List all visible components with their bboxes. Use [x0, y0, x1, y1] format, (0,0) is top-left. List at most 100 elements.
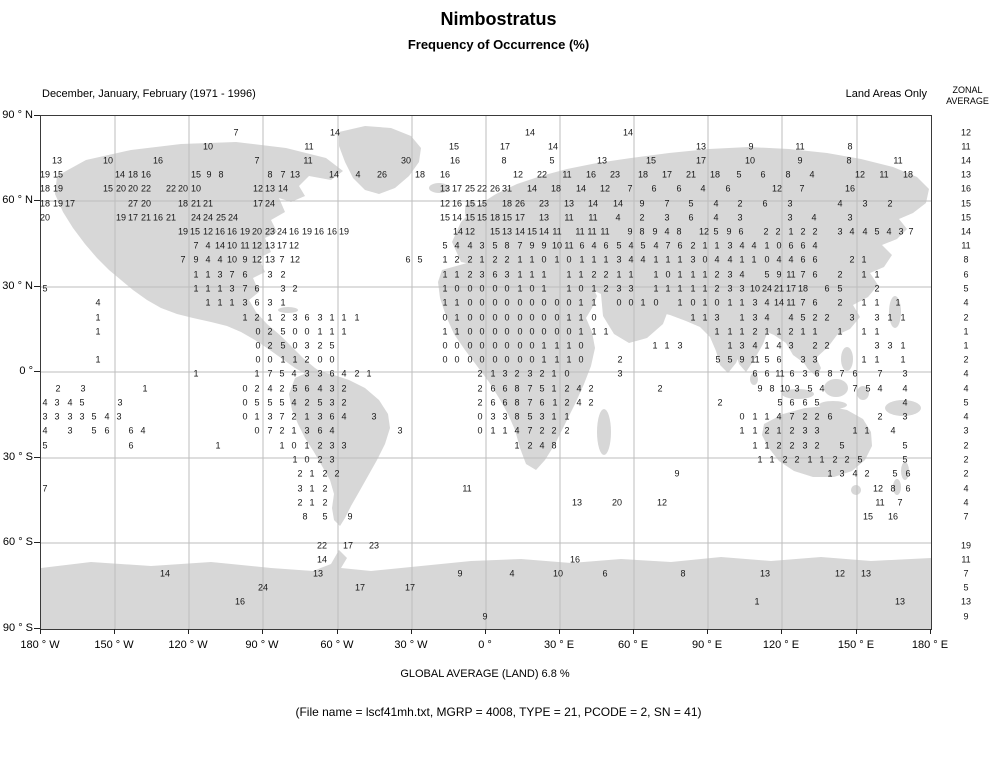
lat-tick	[34, 371, 40, 372]
lon-label: 120 ° E	[762, 639, 800, 651]
zonal-average-value: 4	[963, 368, 969, 379]
lat-label: 60 ° N	[2, 194, 33, 206]
lon-label: 0 °	[478, 639, 492, 651]
landmass-philippines	[841, 347, 853, 371]
lat-label: 90 ° S	[2, 622, 33, 634]
lon-tick	[411, 629, 412, 634]
lon-tick	[856, 629, 857, 634]
zonal-average-value: 8	[963, 254, 969, 265]
zonal-average-value: 3	[963, 425, 969, 436]
zonal-average-value: 7	[963, 568, 969, 579]
zonal-average-value: 4	[963, 297, 969, 308]
zonal-average-value: 9	[963, 611, 969, 622]
lon-tick	[262, 629, 263, 634]
lat-tick	[34, 286, 40, 287]
zonal-average-value: 4	[963, 383, 969, 394]
landmass-arabia	[601, 288, 669, 343]
lon-label: 30 ° E	[543, 639, 575, 651]
landmass-sumatra	[782, 389, 814, 399]
landmass-madagascar	[597, 409, 611, 455]
lon-label: 180 ° W	[20, 639, 60, 651]
global-average-label: GLOBAL AVERAGE (LAND) 6.8 %	[400, 668, 570, 680]
zonal-average-value: 16	[960, 183, 972, 194]
zonal-average-header-line2: AVERAGE	[946, 96, 989, 107]
landmass-indochina	[793, 335, 821, 377]
zonal-average-value: 5	[963, 582, 969, 593]
lon-label: 180 ° E	[911, 639, 949, 651]
page-subtitle: Frequency of Occurrence (%)	[407, 37, 590, 52]
period-label: December, January, February (1971 - 1996…	[42, 88, 256, 100]
zonal-average-value: 13	[960, 596, 972, 607]
lon-tick	[114, 629, 115, 634]
zonal-average-value: 2	[963, 454, 969, 465]
coverage-label: Land Areas Only	[845, 88, 927, 100]
zonal-average-value: 5	[963, 397, 969, 408]
landmass-greenland	[339, 126, 421, 194]
lon-tick	[633, 629, 634, 634]
zonal-average-value: 14	[960, 155, 972, 166]
landmass-south-america	[289, 370, 390, 526]
lon-label: 30 ° W	[394, 639, 428, 651]
lon-tick	[337, 629, 338, 634]
zonal-average-value: 4	[963, 497, 969, 508]
lon-label: 60 ° W	[320, 639, 354, 651]
zonal-average-value: 12	[960, 127, 972, 138]
zonal-average-value: 13	[960, 169, 972, 180]
zonal-average-header-line1: ZONAL	[952, 85, 983, 95]
landmass-new-guinea	[885, 400, 921, 416]
zonal-average-value: 2	[963, 312, 969, 323]
lon-tick	[40, 629, 41, 634]
landmass-new-zealand-south	[893, 479, 901, 495]
zonal-average-value: 4	[963, 483, 969, 494]
zonal-average-value: 11	[961, 240, 971, 251]
graticule-layer	[41, 116, 931, 629]
landmass-eurasia	[452, 147, 929, 373]
lon-label: 90 ° E	[691, 639, 723, 651]
lat-label: 0 °	[19, 365, 33, 377]
zonal-average-value: 15	[960, 198, 972, 209]
file-info-label: (File name = lscf41mh.txt, MGRP = 4008, …	[295, 705, 702, 719]
landmass-japan	[889, 296, 901, 328]
landmass-africa	[438, 259, 597, 470]
lon-tick	[781, 629, 782, 634]
landmass-tasmania	[851, 485, 861, 495]
lat-label: 30 ° S	[2, 451, 33, 463]
lon-label: 150 ° E	[837, 639, 875, 651]
landmass-borneo	[824, 379, 848, 397]
landmass-india	[726, 306, 769, 372]
zonal-average-value: 2	[963, 468, 969, 479]
lat-tick	[34, 542, 40, 543]
lat-tick	[34, 457, 40, 458]
lon-tick	[707, 629, 708, 634]
landmass-north-america	[55, 142, 343, 386]
zonal-average-value: 19	[960, 540, 972, 551]
lat-label: 30 ° N	[2, 280, 33, 292]
landmass-iceland	[429, 183, 449, 193]
zonal-average-value: 4	[963, 411, 969, 422]
lat-tick	[34, 200, 40, 201]
zonal-average-value: 2	[963, 354, 969, 365]
zonal-average-header: ZONAL AVERAGE	[938, 85, 997, 108]
zonal-average-value: 1	[963, 340, 969, 351]
zonal-average-value: 6	[963, 269, 969, 280]
landmass-sri-lanka	[750, 373, 758, 385]
lon-label: 150 ° W	[94, 639, 134, 651]
landmass-australia	[762, 406, 872, 477]
zonal-average-value: 11	[961, 554, 971, 565]
lon-tick	[930, 629, 931, 634]
landmass-new-zealand-north	[901, 462, 909, 480]
zonal-average-value: 1	[963, 326, 969, 337]
lon-tick	[188, 629, 189, 634]
landmass-sulawesi	[857, 386, 869, 400]
landmass-cuba	[278, 307, 298, 313]
lon-tick	[559, 629, 560, 634]
lat-label: 60 ° S	[2, 536, 33, 548]
zonal-average-value: 14	[960, 226, 972, 237]
zonal-average-value: 2	[963, 440, 969, 451]
lat-label: 90 ° N	[2, 109, 33, 121]
lon-label: 120 ° W	[168, 639, 208, 651]
zonal-average-value: 7	[963, 511, 969, 522]
lat-tick	[34, 628, 40, 629]
page-title: Nimbostratus	[440, 9, 557, 29]
